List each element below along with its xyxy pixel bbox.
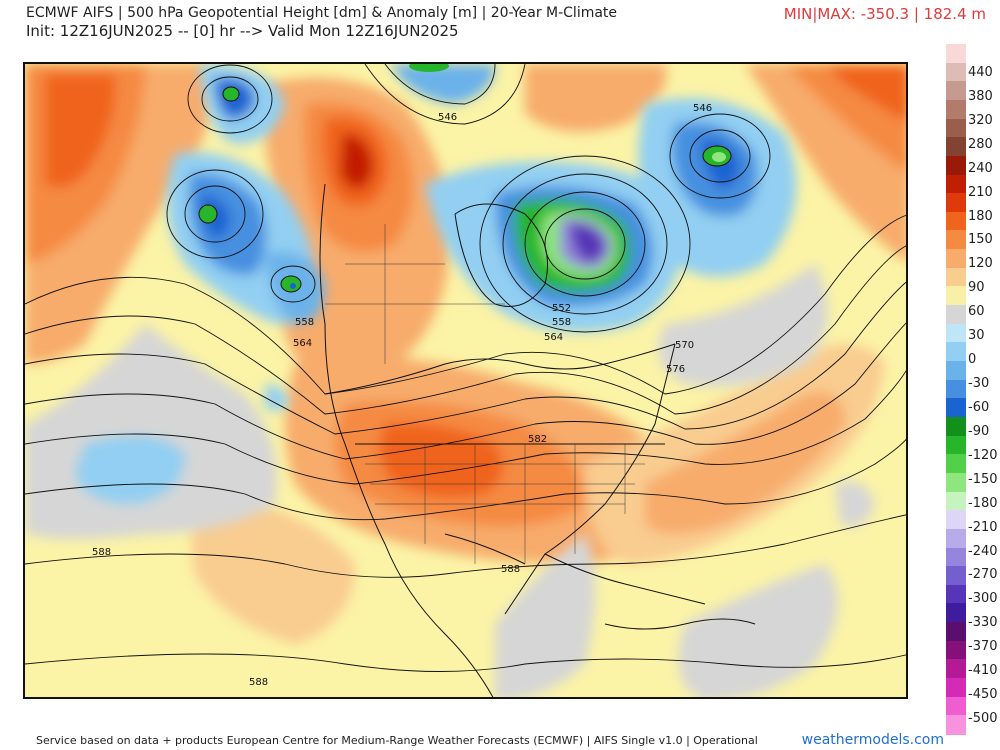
colorbar-tick-label: 280 xyxy=(968,136,993,152)
map-subtitle: Init: 12Z16JUN2025 -- [0] hr --> Valid M… xyxy=(26,22,459,40)
colorbar-swatch xyxy=(946,416,966,437)
colorbar-swatch xyxy=(946,342,966,362)
colorbar-swatch xyxy=(946,62,966,82)
colorbar-tick-label: 60 xyxy=(968,304,985,320)
colorbar-swatch xyxy=(946,99,966,120)
colorbar-tick-label: -120 xyxy=(968,447,998,463)
colorbar-swatch xyxy=(946,155,966,176)
colorbar-swatch xyxy=(946,510,966,530)
colorbar-tick-label: 90 xyxy=(968,280,985,296)
state-borders xyxy=(325,224,645,564)
colorbar-swatch xyxy=(946,286,966,306)
map-panel: 546 546 552 558 564 558 564 570 576 582 … xyxy=(23,62,908,699)
colorbar-swatch xyxy=(946,454,966,474)
colorbar-swatch xyxy=(946,491,966,511)
contour-label: 588 xyxy=(249,677,268,688)
colorbar-tick-label: -210 xyxy=(968,519,998,535)
colorbar-swatch xyxy=(946,435,966,455)
colorbar-tick-label: -240 xyxy=(968,543,998,559)
colorbar-swatch xyxy=(946,118,966,138)
colorbar xyxy=(946,44,966,735)
colorbar-swatch xyxy=(946,193,966,213)
anomaly-minima xyxy=(198,64,732,293)
colorbar-swatch xyxy=(946,659,966,679)
colorbar-swatch xyxy=(946,715,966,735)
colorbar-tick-label: 120 xyxy=(968,256,993,272)
colorbar-tick-label: -300 xyxy=(968,591,998,607)
contour-label: 570 xyxy=(675,340,694,351)
colorbar-swatch xyxy=(946,603,966,623)
colorbar-swatch xyxy=(946,81,966,101)
colorbar-swatch xyxy=(946,622,966,642)
colorbar-tick-label: 150 xyxy=(968,232,993,248)
colorbar-swatch xyxy=(946,211,966,232)
colorbar-tick-label: -30 xyxy=(968,376,990,392)
colorbar-tick-label: -370 xyxy=(968,639,998,655)
contour-label: 558 xyxy=(552,317,571,328)
anomaly-map: 546 546 552 558 564 558 564 570 576 582 … xyxy=(25,64,906,697)
colorbar-swatch xyxy=(946,44,966,64)
contour-label: 546 xyxy=(438,112,457,123)
colorbar-tick-label: 210 xyxy=(968,184,993,200)
colorbar-swatch xyxy=(946,361,966,381)
contour-label: 588 xyxy=(501,564,520,575)
contour-label: 564 xyxy=(293,338,312,349)
contour-label: 582 xyxy=(528,434,547,445)
contour-label: 564 xyxy=(544,332,563,343)
colorbar-swatch xyxy=(946,249,966,269)
colorbar-tick-label: 180 xyxy=(968,208,993,224)
header: ECMWF AIFS | 500 hPa Geopotential Height… xyxy=(0,0,1000,60)
colorbar-swatch xyxy=(946,696,966,716)
colorbar-tick-label: -90 xyxy=(968,423,990,439)
colorbar-tick-label: -60 xyxy=(968,399,990,415)
colorbar-tick-label: -410 xyxy=(968,663,998,679)
colorbar-tick-label: -450 xyxy=(968,687,998,703)
colorbar-tick-label: 240 xyxy=(968,160,993,176)
colorbar-swatch xyxy=(946,584,966,605)
colorbar-tick-label: -330 xyxy=(968,615,998,631)
colorbar-tick-label: 320 xyxy=(968,112,993,128)
colorbar-tick-label: -180 xyxy=(968,495,998,511)
contour-label: 558 xyxy=(295,317,314,328)
minmax-readout: MIN|MAX: -350.3 | 182.4 m xyxy=(783,5,986,23)
colorbar-swatch xyxy=(946,547,966,567)
colorbar-swatch xyxy=(946,174,966,194)
colorbar-swatch xyxy=(946,640,966,660)
colorbar-swatch xyxy=(946,472,966,493)
colorbar-swatch xyxy=(946,528,966,549)
map-title: ECMWF AIFS | 500 hPa Geopotential Height… xyxy=(26,5,618,21)
colorbar-tick-label: 30 xyxy=(968,328,985,344)
colorbar-tick-label: 380 xyxy=(968,88,993,104)
contour-label-group: 546 546 552 558 564 558 564 570 576 582 … xyxy=(92,103,712,688)
colorbar-swatch xyxy=(946,566,966,586)
colorbar-tick-label: -150 xyxy=(968,471,998,487)
colorbar-tick-label: -270 xyxy=(968,567,998,583)
colorbar-tick-label: -500 xyxy=(968,711,998,726)
colorbar-swatch xyxy=(946,137,966,157)
brand-link[interactable]: weathermodels.com xyxy=(801,732,944,748)
data-credit: Service based on data + products Europea… xyxy=(36,734,758,747)
colorbar-swatch xyxy=(946,230,966,250)
height-contours xyxy=(25,64,906,672)
contour-label: 552 xyxy=(552,303,571,314)
contour-label: 576 xyxy=(666,364,685,375)
colorbar-swatch xyxy=(946,379,966,399)
colorbar-tick-label: 0 xyxy=(968,352,977,368)
colorbar-swatch xyxy=(946,323,966,343)
contour-label: 588 xyxy=(92,547,111,558)
colorbar-swatch xyxy=(946,398,966,418)
colorbar-tick-label: 440 xyxy=(968,65,993,80)
positive-anomaly-fields xyxy=(25,64,906,644)
colorbar-swatch xyxy=(946,678,966,698)
contour-label: 546 xyxy=(693,103,712,114)
colorbar-swatch xyxy=(946,267,966,288)
colorbar-swatch xyxy=(946,305,966,325)
